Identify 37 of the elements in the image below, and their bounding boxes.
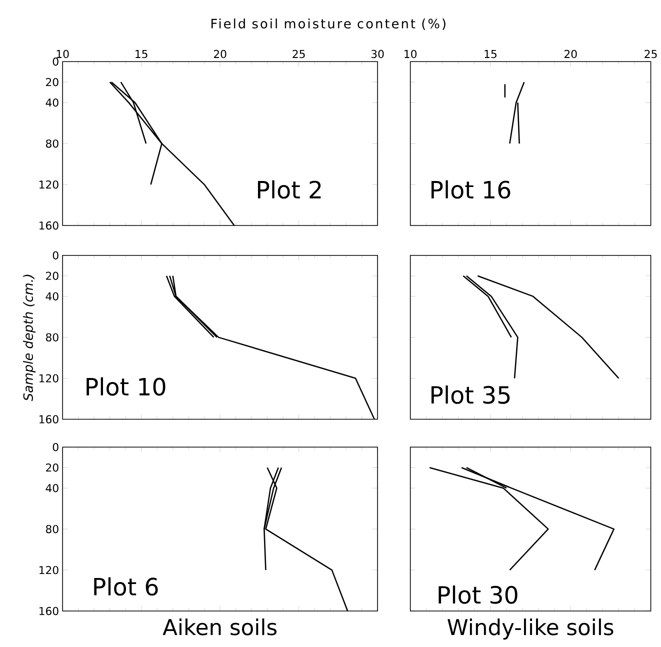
y-tick-label: 80 [46, 333, 58, 342]
y-tick-label: 120 [40, 374, 58, 383]
text: Windy-like soils [448, 618, 614, 640]
y-tick-label: 0 [52, 58, 58, 66]
text: Plot 2 [258, 180, 321, 199]
x-tick-label: 30 [371, 50, 384, 58]
y-tick-label: 40 [46, 292, 58, 301]
y-tick-label: 160 [40, 222, 58, 230]
text: Plot 35 [432, 386, 510, 404]
y-tick-label: 160 [40, 415, 58, 424]
text: Plot 30 [438, 586, 518, 604]
y-tick-label: 20 [46, 272, 58, 280]
y-tick-label: 120 [40, 180, 58, 189]
x-tick-label: 10 [404, 50, 417, 58]
y-tick-label: 0 [52, 251, 58, 260]
y-tick-label: 0 [52, 443, 58, 452]
x-tick-label: 15 [484, 50, 496, 58]
text: Plot 10 [86, 377, 166, 396]
x-tick-label: 25 [644, 50, 657, 58]
y-tick-label: 80 [46, 525, 58, 534]
y-tick-label: 120 [40, 566, 58, 574]
x-tick-label: 10 [56, 50, 69, 58]
y-tick-label: 20 [46, 78, 58, 86]
y-tick-label: 40 [46, 484, 58, 492]
x-axis-title: Field soil moisture content (%) [211, 18, 446, 30]
y-tick-label: 80 [46, 140, 58, 148]
text: Aiken soils [162, 618, 277, 636]
x-tick-label: 15 [136, 50, 148, 58]
x-tick-label: 20 [564, 50, 577, 58]
x-tick-label: 25 [292, 50, 305, 58]
text: Plot 6 [94, 577, 158, 596]
x-tick-label: 20 [214, 50, 226, 58]
y-tick-label: 160 [40, 607, 58, 616]
y-tick-label: 20 [46, 464, 58, 472]
y-tick-label: 40 [46, 98, 58, 107]
y-axis-title: Sample depth (cm.) [23, 274, 36, 402]
text: Plot 16 [432, 180, 510, 199]
